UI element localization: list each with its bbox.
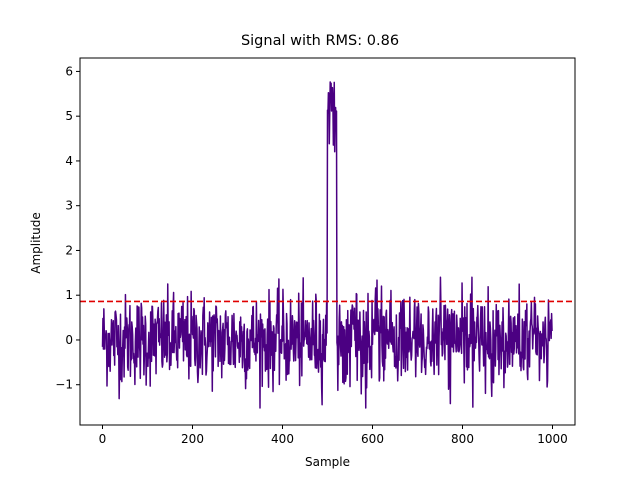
svg-text:2: 2	[65, 243, 73, 257]
svg-text:0: 0	[99, 432, 107, 446]
svg-text:6: 6	[65, 64, 73, 78]
svg-text:3: 3	[65, 199, 73, 213]
svg-text:200: 200	[181, 432, 204, 446]
signal-line	[101, 81, 553, 409]
chart-title: Signal with RMS: 0.86	[240, 33, 400, 49]
svg-text:0: 0	[65, 333, 73, 347]
svg-text:5: 5	[65, 109, 73, 123]
x-axis-ticks: 0 200 400 600 800 1000	[99, 425, 568, 446]
y-axis-label: Amplitude	[29, 212, 43, 274]
svg-text:−1: −1	[55, 378, 73, 392]
svg-text:1000: 1000	[537, 432, 568, 446]
axes-frame	[79, 57, 576, 426]
svg-text:1: 1	[65, 288, 73, 302]
svg-text:800: 800	[451, 432, 474, 446]
x-axis-label: Sample	[305, 455, 350, 469]
y-axis-ticks: −1 0 1 2 3 4 5 6	[55, 64, 80, 392]
svg-text:400: 400	[271, 432, 294, 446]
svg-text:4: 4	[65, 154, 73, 168]
svg-text:600: 600	[361, 432, 384, 446]
